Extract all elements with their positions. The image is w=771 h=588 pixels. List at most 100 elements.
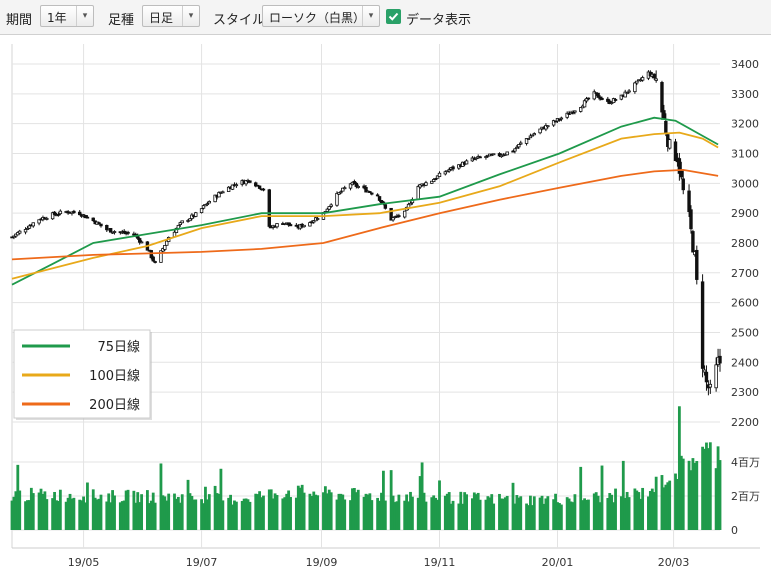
moving-average-line — [11, 116, 719, 286]
volume-bar — [341, 494, 345, 530]
volume-bar — [248, 501, 252, 530]
candle-body — [416, 186, 420, 200]
candle-body — [348, 183, 353, 189]
volume-bar — [352, 488, 356, 530]
interval-label: 足種 — [108, 13, 135, 28]
period-dropdown[interactable]: 1年 ▾ — [40, 5, 94, 27]
volume-bar — [459, 491, 463, 530]
price-tick-label: 2600 — [731, 297, 759, 310]
volume-bar — [703, 448, 706, 530]
date-tick-label: 20/03 — [658, 556, 690, 569]
volume-bar — [490, 494, 494, 530]
candle-body — [532, 133, 536, 136]
volume-bar — [68, 493, 72, 530]
chart-area: 3400 3300 3200 3100 3000 2900 2800 2700 2600 2500… — [0, 35, 771, 584]
volume-bar — [397, 494, 401, 530]
volume-bar — [567, 498, 571, 530]
moving-average-lines — [11, 116, 719, 286]
candle-body — [362, 185, 366, 189]
candle-body — [538, 128, 542, 134]
volume-bar — [424, 501, 428, 530]
volume-bar — [289, 497, 292, 530]
interval-value: 日足 — [149, 11, 174, 25]
interval-dropdown[interactable]: 日足 ▾ — [142, 5, 200, 27]
volume-bar — [180, 494, 184, 530]
volume-bar — [269, 489, 273, 530]
candle-body — [664, 120, 668, 134]
candle-body — [553, 120, 558, 123]
candle-body — [234, 184, 239, 187]
volume-bar — [652, 492, 656, 530]
stock-chart: 3400 3300 3200 3100 3000 2900 2800 2700 2600 2500… — [10, 44, 760, 569]
volume-bar — [492, 503, 496, 530]
volume-tick-label: 0 — [731, 524, 738, 537]
volume-bar — [470, 498, 474, 530]
candle-body — [226, 186, 231, 192]
candle-body — [430, 180, 434, 184]
grid — [12, 44, 720, 548]
period-value: 1年 — [47, 11, 67, 25]
candle-body — [524, 138, 529, 144]
volume-bar — [488, 497, 492, 530]
price-tick-label: 2500 — [731, 326, 759, 339]
candle-body — [308, 222, 312, 227]
volume-bar — [351, 488, 354, 530]
volume-bar — [84, 502, 87, 530]
volume-bar — [434, 497, 438, 530]
volume-bar — [403, 500, 407, 530]
candle-body — [623, 91, 627, 98]
candle-body — [546, 125, 550, 128]
candle-body — [451, 166, 455, 170]
volume-bar — [149, 500, 153, 530]
volume-bar — [581, 500, 585, 530]
data-display-checkbox[interactable] — [386, 9, 401, 24]
legend-label: 75日線 — [97, 339, 140, 355]
volume-bar — [542, 503, 546, 530]
candle-body — [609, 102, 614, 104]
volume-bar — [519, 496, 523, 530]
volume-bar — [362, 496, 366, 530]
volume-bar — [517, 497, 521, 530]
volume-bar — [505, 495, 509, 530]
volume-bar — [31, 493, 35, 530]
volume-bar — [449, 503, 453, 530]
candle-body — [161, 248, 165, 252]
volume-bar — [654, 476, 658, 530]
chevron-down-icon: ▾ — [182, 6, 199, 26]
candle-body — [288, 224, 293, 227]
volume-bar — [395, 501, 399, 530]
legend-label: 100日線 — [89, 368, 140, 384]
volume-bar — [267, 489, 271, 530]
volume-bar — [647, 496, 650, 530]
style-dropdown[interactable]: ローソク（白黒） ▾ — [262, 5, 380, 27]
candle-body — [619, 94, 624, 100]
data-display-label[interactable]: データ表示 — [406, 13, 472, 28]
price-tick-label: 3400 — [731, 58, 759, 71]
volume-bar — [511, 482, 515, 530]
candle-body — [18, 230, 22, 234]
candle-body — [325, 208, 330, 212]
volume-bar — [51, 498, 55, 530]
volume-bar — [70, 498, 74, 530]
volume-bar — [596, 495, 600, 530]
candle-body — [505, 151, 509, 156]
volume-bar — [418, 476, 422, 530]
volume-bar — [343, 499, 347, 530]
candle-body — [153, 261, 157, 263]
volume-bar — [221, 500, 225, 530]
candle-body — [207, 201, 212, 204]
volume-bar — [146, 490, 149, 530]
volume-bar — [571, 502, 575, 530]
volume-bar — [14, 491, 18, 530]
candle-body — [640, 77, 645, 81]
candle-body — [660, 82, 664, 113]
candle-body — [652, 73, 656, 79]
volume-bar — [39, 488, 43, 530]
volume-bar — [691, 458, 695, 530]
volume-bar — [136, 492, 140, 530]
volume-bar — [407, 501, 410, 530]
plot-background — [11, 44, 760, 549]
volume-bar — [411, 496, 414, 530]
volume-bar — [213, 485, 217, 530]
volume-bar — [378, 500, 381, 530]
